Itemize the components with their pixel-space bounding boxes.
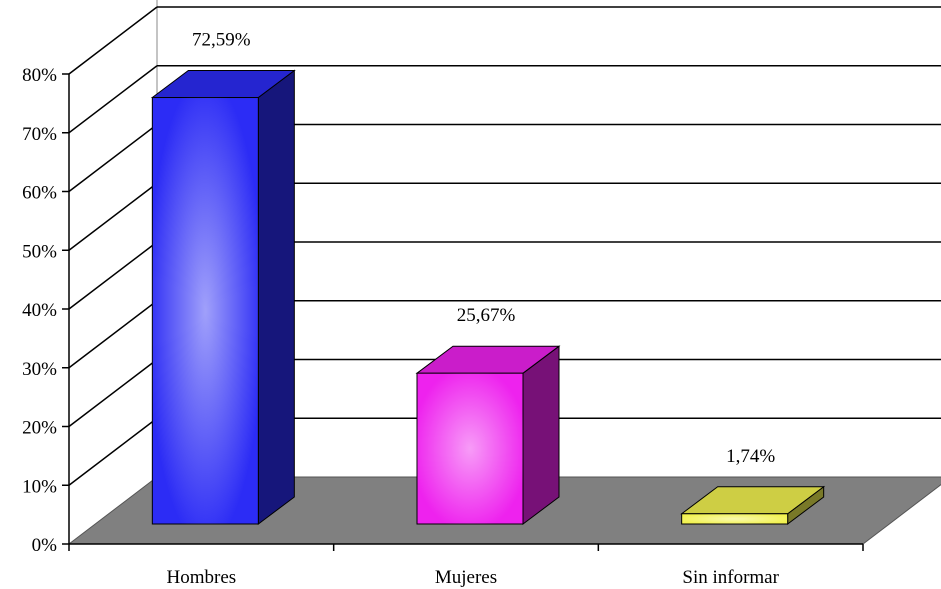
bar-hombres <box>150 69 296 525</box>
y-tick-label: 0% <box>32 535 58 556</box>
bar-sin-informar <box>680 485 826 525</box>
data-label: 1,74% <box>726 446 775 467</box>
y-tick-label: 80% <box>22 65 57 86</box>
x-tick-label: Sin informar <box>682 567 779 588</box>
gridline-diagonal <box>68 300 158 369</box>
y-tick-label: 50% <box>22 241 57 262</box>
bar-side <box>257 69 295 525</box>
data-label: 72,59% <box>192 30 251 51</box>
y-tick-label: 40% <box>22 300 57 321</box>
bar-highlight <box>681 513 788 524</box>
gridline-diagonal <box>68 241 158 310</box>
x-tick-label: Hombres <box>167 567 237 588</box>
bar-highlight <box>152 97 259 524</box>
y-tick-label: 10% <box>22 476 57 497</box>
data-label: 25,67% <box>457 305 516 326</box>
gridline-diagonal <box>68 358 158 428</box>
y-tick-label: 70% <box>22 124 57 145</box>
gridline-diagonal <box>68 182 158 251</box>
gridline-diagonal <box>68 417 158 486</box>
y-tick-label: 30% <box>22 359 57 380</box>
gridline-diagonal <box>68 6 158 75</box>
bar-highlight <box>417 373 523 524</box>
gridline-diagonal <box>68 65 158 134</box>
bar-side <box>522 345 560 525</box>
bar-mujeres <box>415 345 561 525</box>
x-tick-label: Mujeres <box>435 567 497 588</box>
gridline-diagonal <box>68 123 158 193</box>
y-tick-label: 20% <box>22 418 57 439</box>
y-tick-label: 60% <box>22 183 57 204</box>
